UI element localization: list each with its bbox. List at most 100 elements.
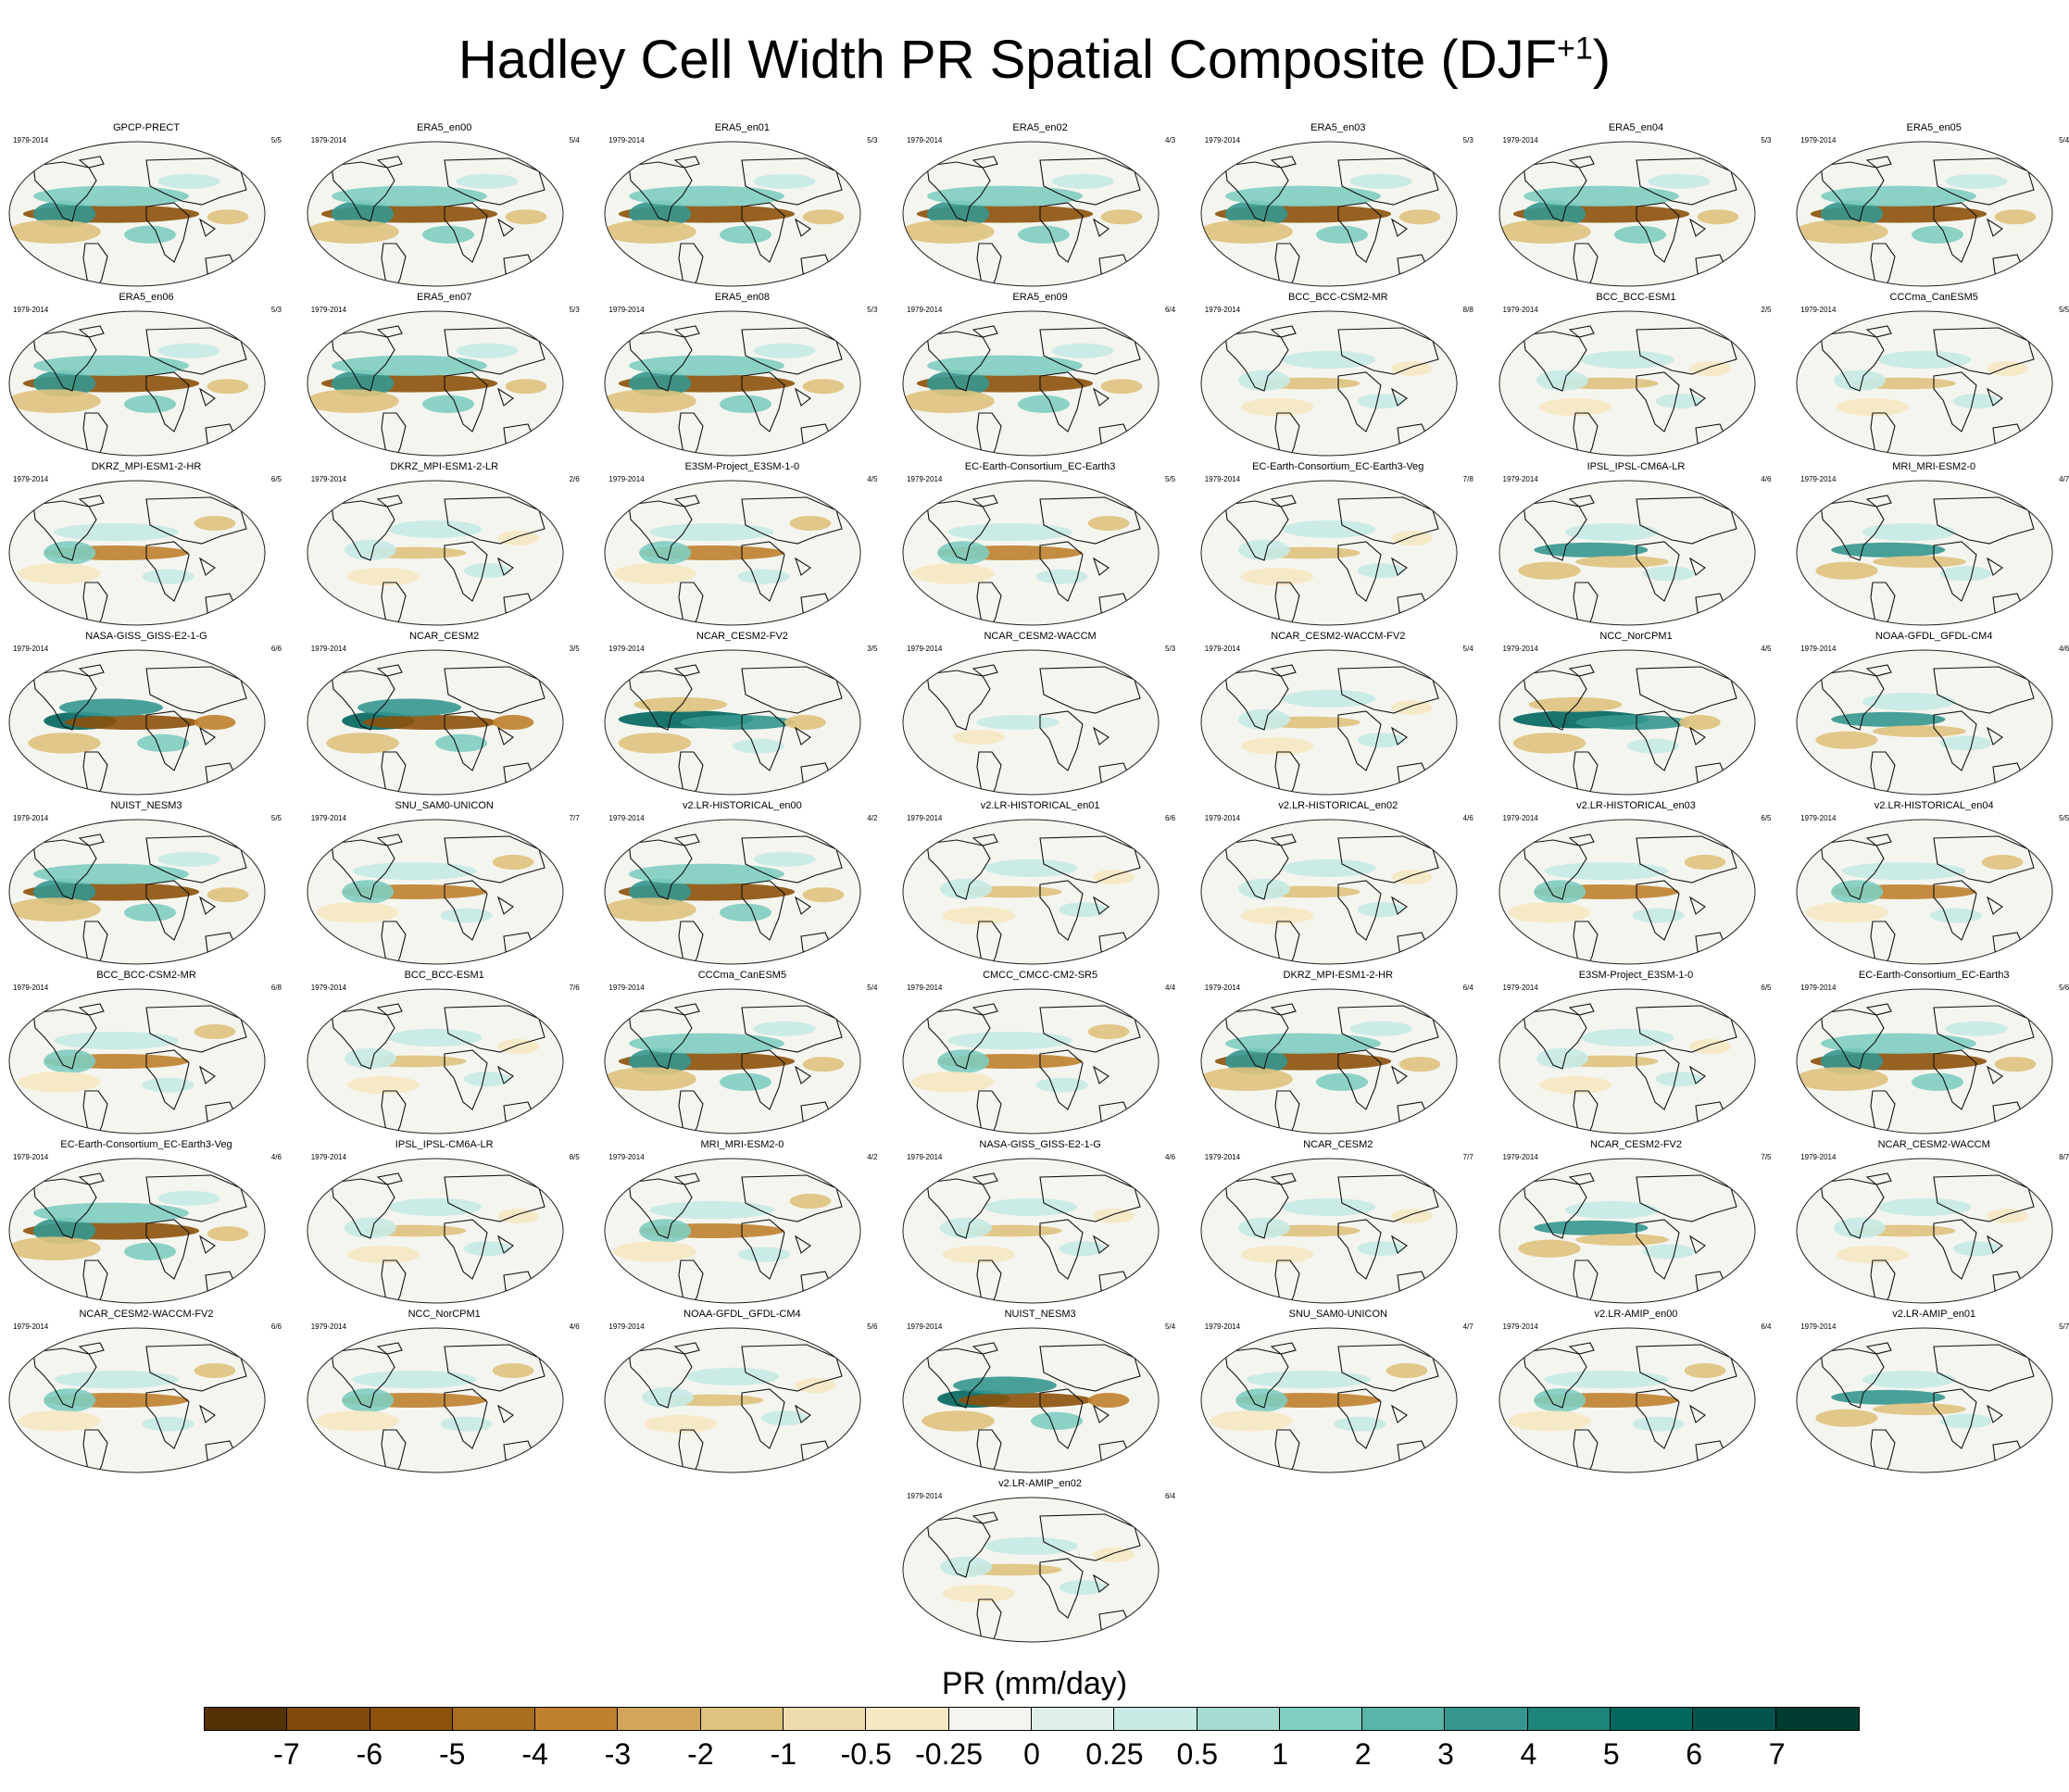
anomaly-blob: [496, 1039, 539, 1054]
coastline: [145, 1049, 190, 1110]
anomaly-blob: [54, 1371, 179, 1389]
colorbar-tick-label: 6: [1686, 1737, 1703, 1771]
coastline: [741, 371, 786, 432]
coastline: [198, 557, 216, 576]
coastline: [1337, 541, 1382, 602]
anomaly-blob: [605, 219, 697, 244]
anomaly-blob: [1357, 1241, 1404, 1257]
anomaly-blob: [1831, 880, 1884, 904]
coastline: [1820, 1178, 1885, 1239]
anomaly-blob: [1831, 542, 1946, 558]
anomaly-blob: [54, 1032, 179, 1050]
anomaly-blob: [44, 1049, 96, 1073]
map-border: [604, 1327, 861, 1473]
anomaly-blob: [1697, 209, 1738, 225]
anomaly-blob: [942, 1585, 1016, 1603]
coastline: [674, 1003, 701, 1016]
coastline: [1572, 751, 1599, 795]
colorbar-tick-label: 7: [1768, 1737, 1786, 1771]
robinson-map: [604, 310, 861, 457]
robinson-map: [1200, 310, 1458, 457]
coastline: [1270, 325, 1297, 338]
map-panel: NCAR_CESM2-WACCM 1979-2014 5/3: [901, 628, 1179, 796]
anomaly-blob: [1246, 1371, 1371, 1389]
colorbar-swatch: [1197, 1708, 1280, 1730]
anomaly-blob: [802, 887, 845, 903]
robinson-map: [902, 1497, 1160, 1643]
coastline: [926, 839, 991, 900]
map-panel: NCC_NorCPM1 1979-2014 4/5: [1498, 628, 1775, 796]
panel-title: ERA5_en00: [417, 122, 472, 133]
map-border: [307, 1158, 564, 1304]
colorbar-tick-label: 2: [1354, 1737, 1372, 1771]
anomaly-blob: [1398, 209, 1441, 225]
anomaly-blob: [9, 219, 101, 244]
panel-period: 1979-2014: [1800, 136, 1837, 144]
coastline: [1337, 371, 1382, 432]
panel-period: 1979-2014: [310, 1153, 346, 1161]
anomaly-blob: [1815, 731, 1878, 749]
coastline: [1865, 1003, 1892, 1016]
coastline: [976, 582, 1002, 625]
coastline: [1522, 1347, 1587, 1409]
anomaly-blob: [1093, 1209, 1135, 1223]
anomaly-blob: [492, 715, 534, 730]
coastline: [628, 331, 694, 392]
map-border: [1200, 819, 1458, 965]
panel-event-count: 4/7: [1462, 1322, 1473, 1331]
coastline: [381, 921, 407, 964]
map-panel: SNU_SAM0-UNICON 1979-2014 7/7: [306, 797, 583, 965]
anomaly-blob: [1831, 711, 1946, 727]
panel-event-count: 7/7: [1462, 1153, 1473, 1161]
coastline: [376, 156, 403, 169]
anomaly-blob: [802, 379, 845, 395]
map-border: [8, 310, 266, 457]
anomaly-blob: [434, 733, 487, 752]
robinson-map: [307, 1327, 564, 1473]
anomaly-blob: [795, 1378, 837, 1393]
anomaly-blob: [629, 863, 785, 884]
map-panel: NUIST_NESM3 1979-2014 5/4: [901, 1306, 1179, 1473]
coastline: [1865, 156, 1892, 169]
coastline: [1820, 670, 1885, 731]
panel-period: 1979-2014: [1800, 984, 1837, 992]
coastline: [381, 1429, 407, 1472]
coastline: [1337, 202, 1382, 263]
anomaly-blob: [1349, 173, 1412, 189]
anomaly-blob: [720, 903, 772, 921]
robinson-map: [8, 819, 266, 965]
coastline: [145, 1219, 190, 1280]
coastline: [976, 1259, 1002, 1303]
robinson-map: [604, 819, 861, 965]
coastline: [82, 921, 108, 964]
anomaly-blob: [789, 1194, 832, 1209]
anomaly-blob: [64, 715, 200, 730]
coastline: [741, 710, 786, 771]
coastline: [678, 921, 704, 964]
coastline: [145, 157, 247, 206]
coastline: [795, 557, 812, 576]
map-border: [1796, 141, 2053, 287]
anomaly-blob: [1507, 902, 1591, 923]
coastline: [1274, 751, 1300, 795]
anomaly-blob: [1945, 1021, 2008, 1036]
panel-title: NOAA-GFDL_GFDL-CM4: [683, 1309, 801, 1320]
coastline: [381, 1090, 407, 1134]
colorbar-tick-label: -6: [356, 1737, 383, 1771]
panel-title: NASA-GISS_GISS-E2-1-G: [979, 1139, 1101, 1150]
panel-event-count: 5/6: [2059, 984, 2069, 992]
map-panel: MRI_MRI-ESM2-0 1979-2014 4/7: [1795, 458, 2069, 626]
coastline: [1635, 371, 1680, 432]
anomaly-blob: [1929, 908, 1982, 923]
coastline: [628, 1178, 694, 1239]
robinson-map: [1200, 649, 1458, 796]
panel-period: 1979-2014: [907, 475, 943, 483]
anomaly-blob: [1100, 379, 1143, 395]
anomaly-blob: [1386, 1363, 1428, 1378]
coastline: [1522, 1178, 1587, 1239]
anomaly-blob: [344, 539, 396, 560]
coastline: [1635, 666, 1737, 714]
anomaly-blob: [1512, 733, 1586, 754]
map-border: [1796, 480, 2053, 626]
coastline: [82, 243, 108, 286]
